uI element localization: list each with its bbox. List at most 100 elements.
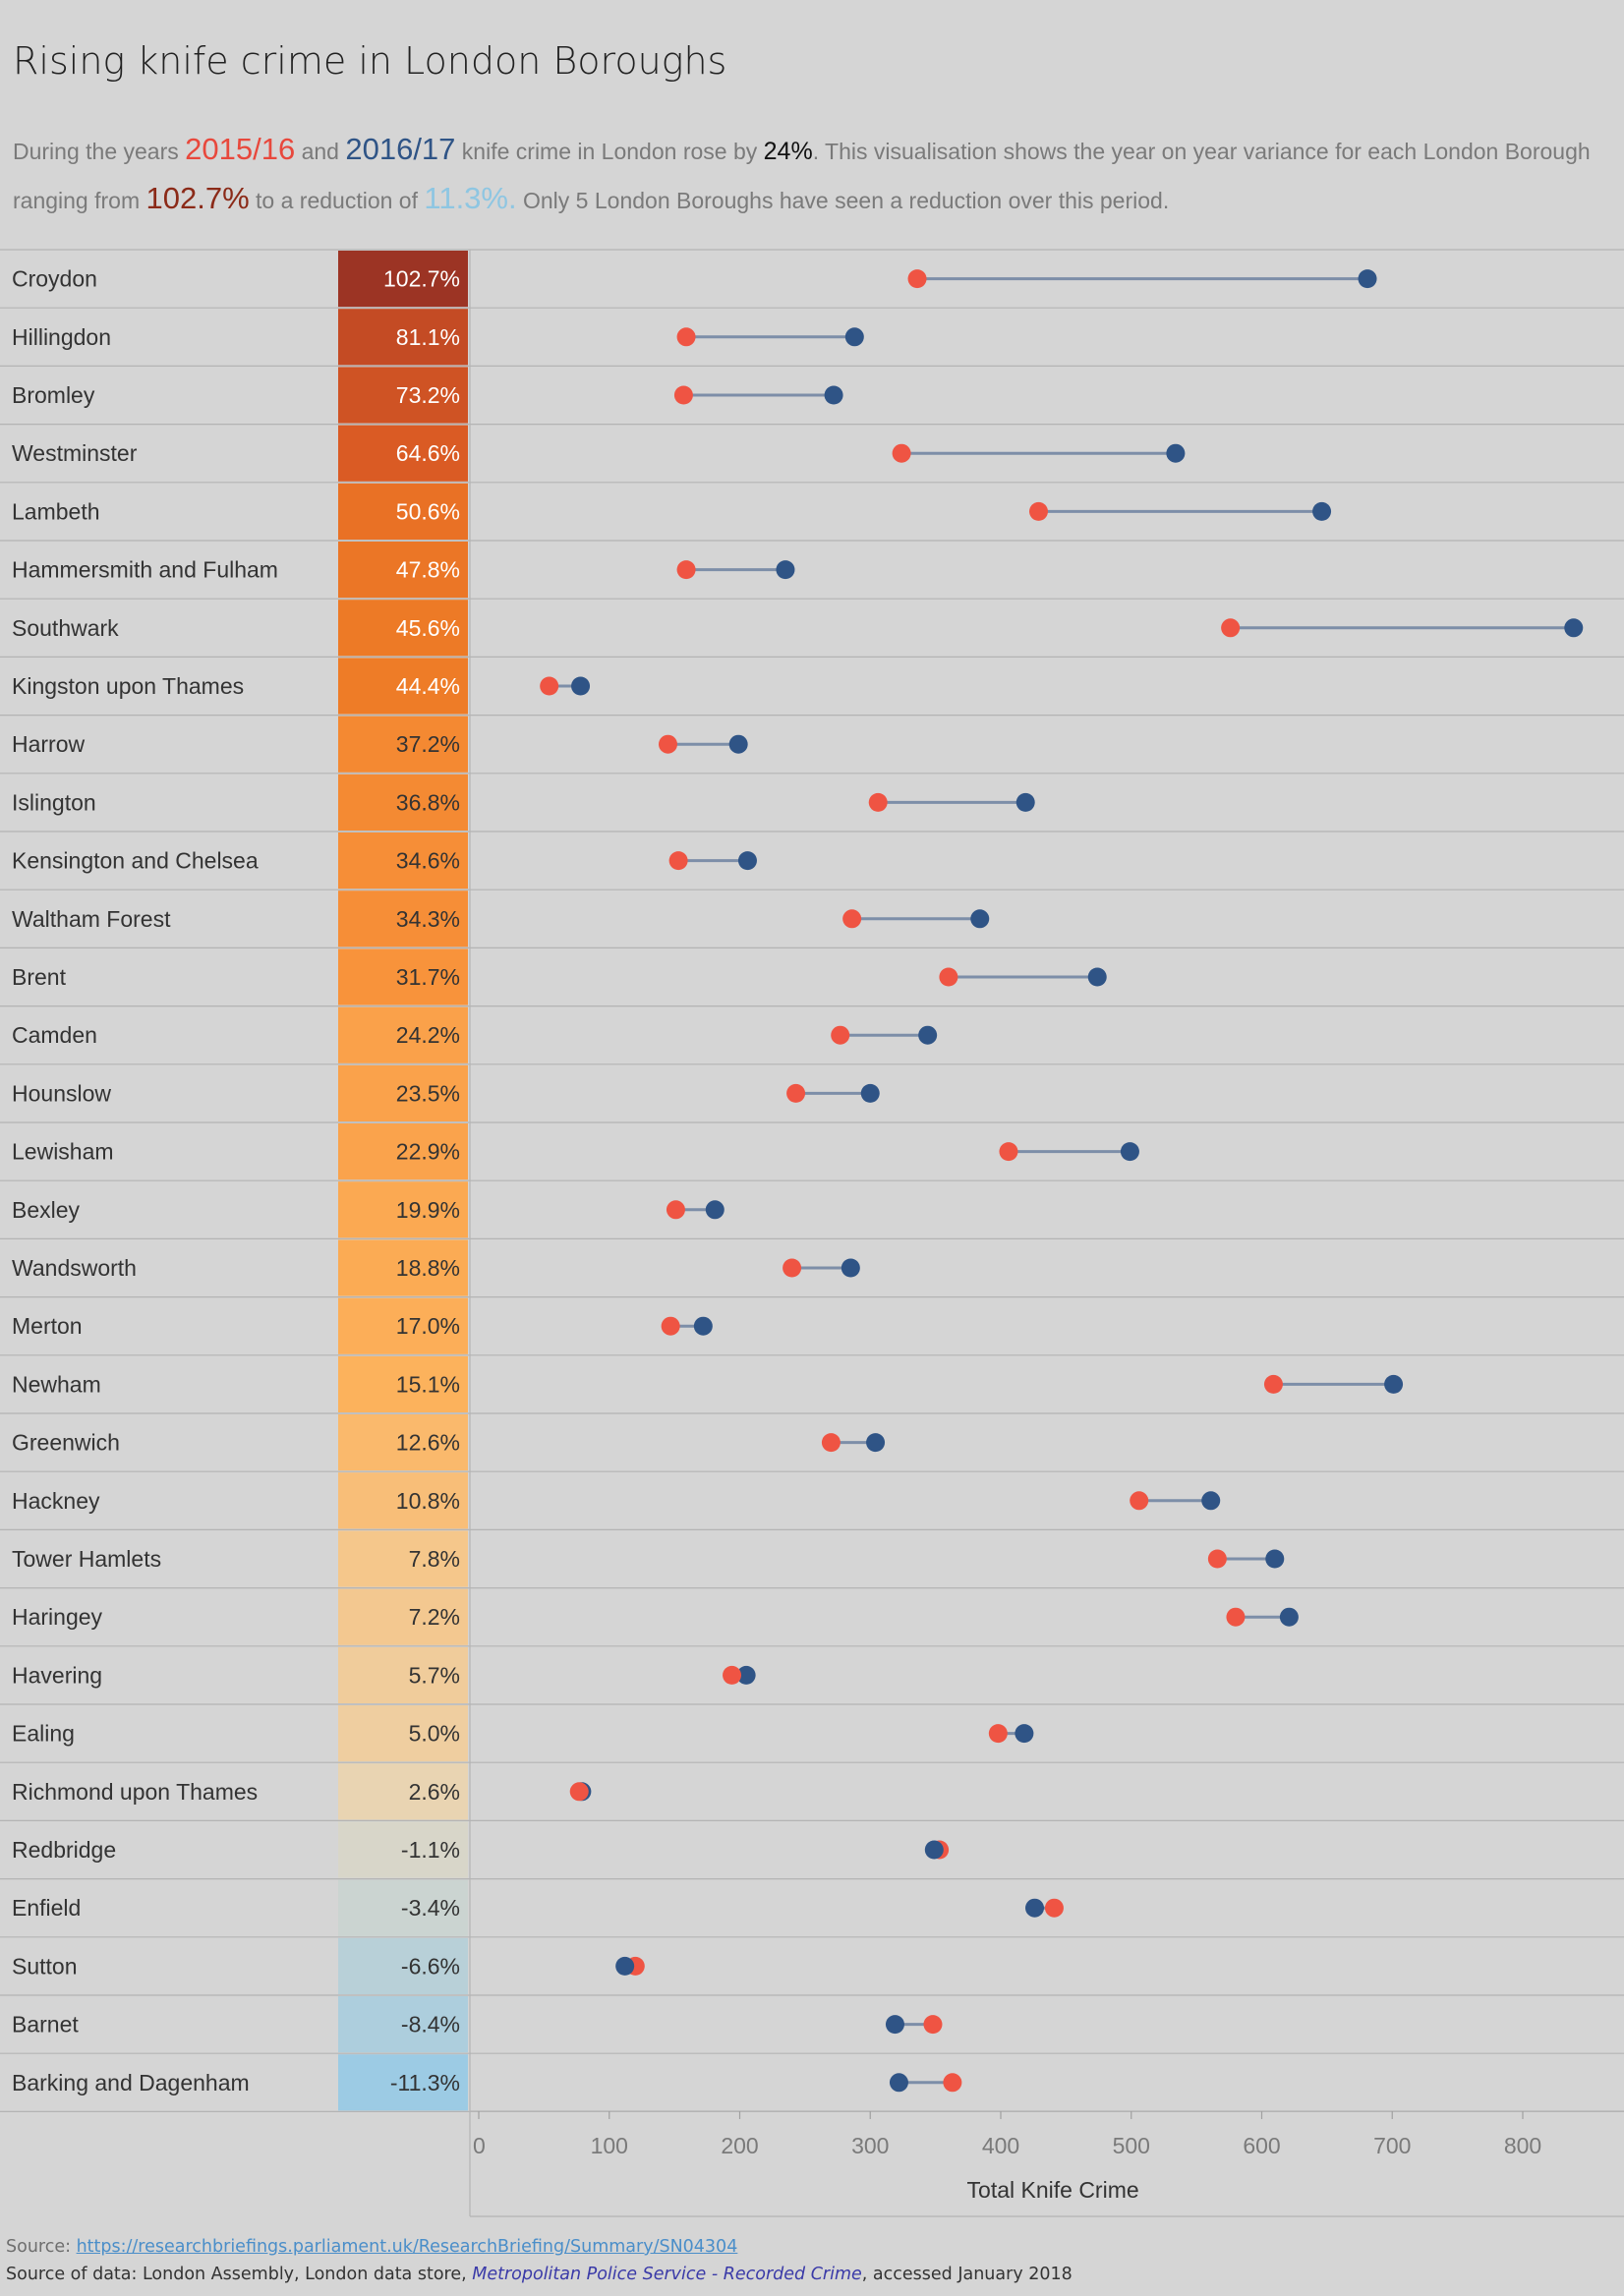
x-tick-label: 300 bbox=[851, 2133, 889, 2158]
change-cell bbox=[338, 1646, 468, 1703]
dot-2015-16 bbox=[939, 967, 958, 987]
dot-2015-16 bbox=[1263, 1374, 1283, 1394]
subtitle-text-3: knife crime in London rose by bbox=[455, 139, 764, 164]
dot-2015-16 bbox=[676, 560, 696, 580]
change-value: 81.1% bbox=[396, 324, 460, 350]
borough-label: Tower Hamlets bbox=[12, 1546, 161, 1572]
change-cell bbox=[338, 1763, 468, 1820]
change-value: 18.8% bbox=[396, 1255, 460, 1281]
change-cell bbox=[338, 1530, 468, 1587]
change-value: 10.8% bbox=[396, 1488, 460, 1514]
dot-2015-16 bbox=[673, 385, 693, 405]
footer: Source: https://researchbriefings.parlia… bbox=[6, 2233, 1073, 2288]
borough-label: Hackney bbox=[12, 1488, 100, 1514]
borough-label: Bexley bbox=[12, 1197, 81, 1223]
change-value: 50.6% bbox=[396, 498, 460, 524]
dot-2016-17 bbox=[737, 851, 757, 871]
change-value: 36.8% bbox=[396, 789, 460, 815]
x-tick-label: 100 bbox=[591, 2133, 628, 2158]
change-value: -6.6% bbox=[401, 1953, 460, 1979]
x-axis-title: Total Knife Crime bbox=[967, 2177, 1139, 2203]
dot-2016-17 bbox=[844, 327, 864, 347]
borough-label: Greenwich bbox=[12, 1430, 120, 1456]
change-cell bbox=[338, 890, 468, 947]
source-label: Source: bbox=[6, 2237, 77, 2257]
borough-label: Ealing bbox=[12, 1721, 75, 1747]
change-cell bbox=[338, 2054, 468, 2111]
change-value: 44.4% bbox=[396, 673, 460, 699]
change-cell bbox=[338, 1181, 468, 1238]
dot-2016-17 bbox=[705, 1200, 725, 1220]
borough-label: Barnet bbox=[12, 2012, 79, 2038]
dot-2016-17 bbox=[776, 560, 795, 580]
change-cell bbox=[338, 1879, 468, 1936]
borough-label: Redbridge bbox=[12, 1837, 116, 1863]
dot-2016-17 bbox=[728, 734, 748, 754]
change-value: 34.6% bbox=[396, 848, 460, 874]
data-source-tail: , accessed January 2018 bbox=[861, 2265, 1073, 2284]
borough-label: Wandsworth bbox=[12, 1255, 137, 1281]
change-cell bbox=[338, 774, 468, 831]
subtitle-text-6: Only 5 London Boroughs have seen a reduc… bbox=[516, 188, 1170, 213]
change-value: 102.7% bbox=[383, 266, 460, 292]
x-tick-label: 800 bbox=[1504, 2133, 1541, 2158]
dot-2016-17 bbox=[615, 1956, 635, 1976]
change-cell bbox=[338, 1588, 468, 1645]
dot-2016-17 bbox=[1087, 967, 1107, 987]
dot-2015-16 bbox=[988, 1724, 1008, 1744]
dot-2015-16 bbox=[569, 1782, 589, 1802]
subtitle-text-4: . This visualisation shows the year on y… bbox=[13, 139, 1591, 213]
dot-2015-16 bbox=[907, 269, 927, 289]
dot-2016-17 bbox=[1025, 1898, 1045, 1918]
change-cell bbox=[338, 309, 468, 366]
dot-2015-16 bbox=[1044, 1898, 1064, 1918]
dot-2016-17 bbox=[924, 1840, 944, 1860]
data-source-line: Source of data: London Assembly, London … bbox=[6, 2261, 1073, 2288]
page-title: Rising knife crime in London Boroughs bbox=[13, 39, 727, 83]
borough-label: Bromley bbox=[12, 382, 95, 408]
change-cell bbox=[338, 1355, 468, 1412]
dot-2016-17 bbox=[918, 1025, 938, 1045]
dot-2016-17 bbox=[1564, 618, 1584, 638]
x-tick-label: 600 bbox=[1243, 2133, 1280, 2158]
data-source-label: Source of data: London Assembly, London … bbox=[6, 2265, 473, 2284]
x-tick-label: 200 bbox=[721, 2133, 758, 2158]
change-cell bbox=[338, 542, 468, 599]
dot-2015-16 bbox=[1028, 501, 1048, 521]
dot-2016-17 bbox=[1015, 1724, 1034, 1744]
borough-label: Enfield bbox=[12, 1895, 81, 1921]
change-cell bbox=[338, 716, 468, 773]
borough-label: Newham bbox=[12, 1371, 101, 1397]
dot-2015-16 bbox=[723, 1665, 742, 1685]
change-cell bbox=[338, 1937, 468, 1994]
dot-2016-17 bbox=[860, 1083, 880, 1103]
change-value: 15.1% bbox=[396, 1371, 460, 1397]
dot-2016-17 bbox=[970, 909, 990, 929]
year-2015-label: 2015/16 bbox=[185, 132, 296, 166]
subtitle: During the years 2015/16 and 2016/17 kni… bbox=[13, 126, 1605, 224]
borough-label: Lewisham bbox=[12, 1139, 114, 1165]
change-value: 17.0% bbox=[396, 1313, 460, 1339]
dot-2016-17 bbox=[736, 1665, 756, 1685]
x-tick-label: 700 bbox=[1373, 2133, 1411, 2158]
borough-label: Haringey bbox=[12, 1604, 103, 1630]
dot-2015-16 bbox=[1130, 1491, 1149, 1511]
year-2016-label: 2016/17 bbox=[345, 132, 456, 166]
borough-label: Richmond upon Thames bbox=[12, 1779, 258, 1805]
x-tick-label: 500 bbox=[1113, 2133, 1150, 2158]
source-link[interactable]: https://researchbriefings.parliament.uk/… bbox=[76, 2237, 738, 2257]
change-value: -1.1% bbox=[401, 1837, 460, 1863]
change-cell bbox=[338, 1064, 468, 1121]
change-value: 24.2% bbox=[396, 1022, 460, 1048]
change-cell bbox=[338, 1297, 468, 1354]
borough-label: Lambeth bbox=[12, 498, 100, 524]
borough-label: Camden bbox=[12, 1022, 97, 1048]
dot-2016-17 bbox=[1015, 792, 1035, 812]
change-value: 2.6% bbox=[409, 1779, 460, 1805]
dot-2016-17 bbox=[1201, 1491, 1221, 1511]
dot-2016-17 bbox=[824, 385, 843, 405]
dot-2015-16 bbox=[923, 2015, 943, 2035]
change-cell bbox=[338, 1996, 468, 2053]
dot-2016-17 bbox=[693, 1316, 713, 1336]
